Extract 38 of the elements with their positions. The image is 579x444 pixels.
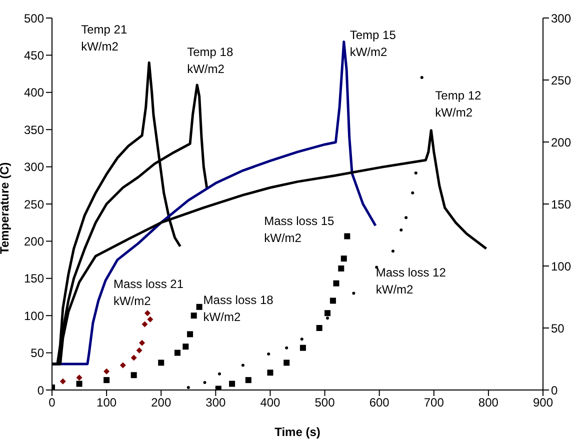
y-tick-label: 350 [24, 122, 44, 137]
y-axis-title: Temperature (C) [0, 162, 12, 254]
y-tick-label: 300 [24, 160, 44, 174]
y2-tick-label: 150 [551, 197, 572, 212]
y2-tick-label: 50 [551, 321, 565, 336]
series-label: Temp 18 kW/m2 [187, 44, 234, 76]
x-tick-label: 900 [532, 396, 554, 410]
y2-tick-label: 300 [551, 11, 572, 26]
y2-tick-label: 250 [551, 73, 572, 88]
y2-tick-label: 100 [551, 259, 572, 274]
x-tick-label: 200 [151, 396, 172, 410]
x-tick-label: 500 [314, 396, 336, 410]
y-tick-label: 150 [24, 272, 44, 286]
y-tick-label: 450 [24, 48, 44, 62]
x-tick-label: 100 [96, 396, 117, 410]
x-axis-title: Time (s) [274, 425, 320, 439]
series-label: Mass loss 15 kW/m2 [264, 214, 334, 246]
series-label: Temp 15 kW/m2 [350, 28, 396, 59]
x-tick-label: 0 [48, 396, 56, 410]
series-label: Mass loss 12 kW/m2 [376, 266, 446, 297]
y-tick-label: 400 [24, 86, 44, 100]
y2-tick-label: 200 [551, 135, 572, 150]
x-tick-label: 600 [369, 396, 390, 410]
y-tick-label: 100 [24, 308, 44, 323]
y2-tick-label: 0 [551, 383, 558, 398]
y-tick-label: 250 [24, 197, 44, 212]
x-tick-label: 400 [260, 396, 281, 410]
x-tick-label: 300 [206, 396, 226, 410]
series-label: Mass loss 21 kW/m2 [113, 277, 184, 308]
x-tick-label: 800 [478, 396, 499, 410]
x-tick-label: 700 [424, 396, 444, 410]
y-tick-label: 200 [24, 234, 44, 248]
y-tick-label: 50 [30, 346, 44, 360]
series-label: Temp 21 kW/m2 [81, 22, 128, 54]
series-label: Mass loss 18 kW/m2 [203, 292, 274, 324]
y-tick-label: 500 [24, 11, 44, 26]
y-tick-label: 0 [37, 383, 44, 398]
series-label: Temp 12 kW/m2 [435, 88, 482, 120]
